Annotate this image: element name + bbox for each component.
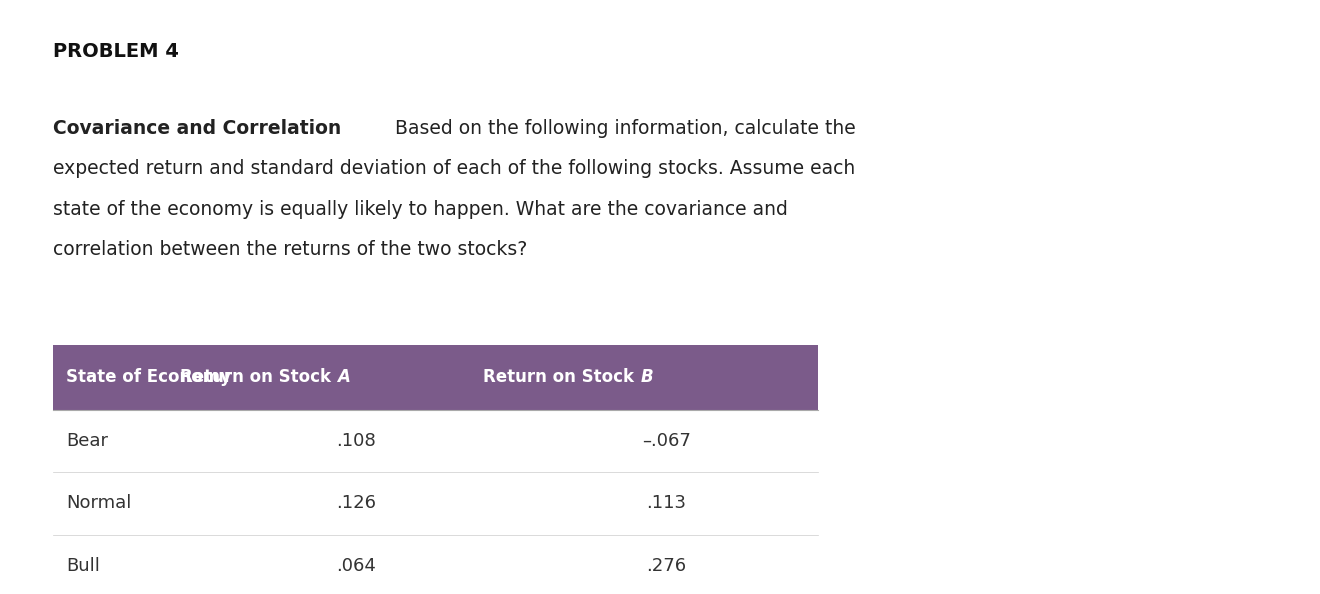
Text: state of the economy is equally likely to happen. What are the covariance and: state of the economy is equally likely t… xyxy=(53,200,788,219)
Text: .108: .108 xyxy=(337,432,376,450)
Text: Return on Stock: Return on Stock xyxy=(483,368,640,386)
Text: A: A xyxy=(337,368,350,386)
Text: Bear: Bear xyxy=(66,432,108,450)
Text: .126: .126 xyxy=(337,494,376,513)
Text: Return on Stock: Return on Stock xyxy=(180,368,337,386)
Text: Normal: Normal xyxy=(66,494,132,513)
Text: B: B xyxy=(640,368,653,386)
Text: .276: .276 xyxy=(647,557,686,575)
Text: .113: .113 xyxy=(647,494,686,513)
Text: Bull: Bull xyxy=(66,557,100,575)
Text: –.067: –.067 xyxy=(642,432,692,450)
Text: expected return and standard deviation of each of the following stocks. Assume e: expected return and standard deviation o… xyxy=(53,159,855,178)
Text: Covariance and Correlation: Covariance and Correlation xyxy=(53,119,341,138)
Text: .064: .064 xyxy=(337,557,376,575)
FancyBboxPatch shape xyxy=(53,345,818,410)
Text: Based on the following information, calculate the: Based on the following information, calc… xyxy=(389,119,857,138)
Text: correlation between the returns of the two stocks?: correlation between the returns of the t… xyxy=(53,240,527,259)
Text: State of Economy: State of Economy xyxy=(66,368,231,386)
Text: PROBLEM 4: PROBLEM 4 xyxy=(53,42,178,61)
